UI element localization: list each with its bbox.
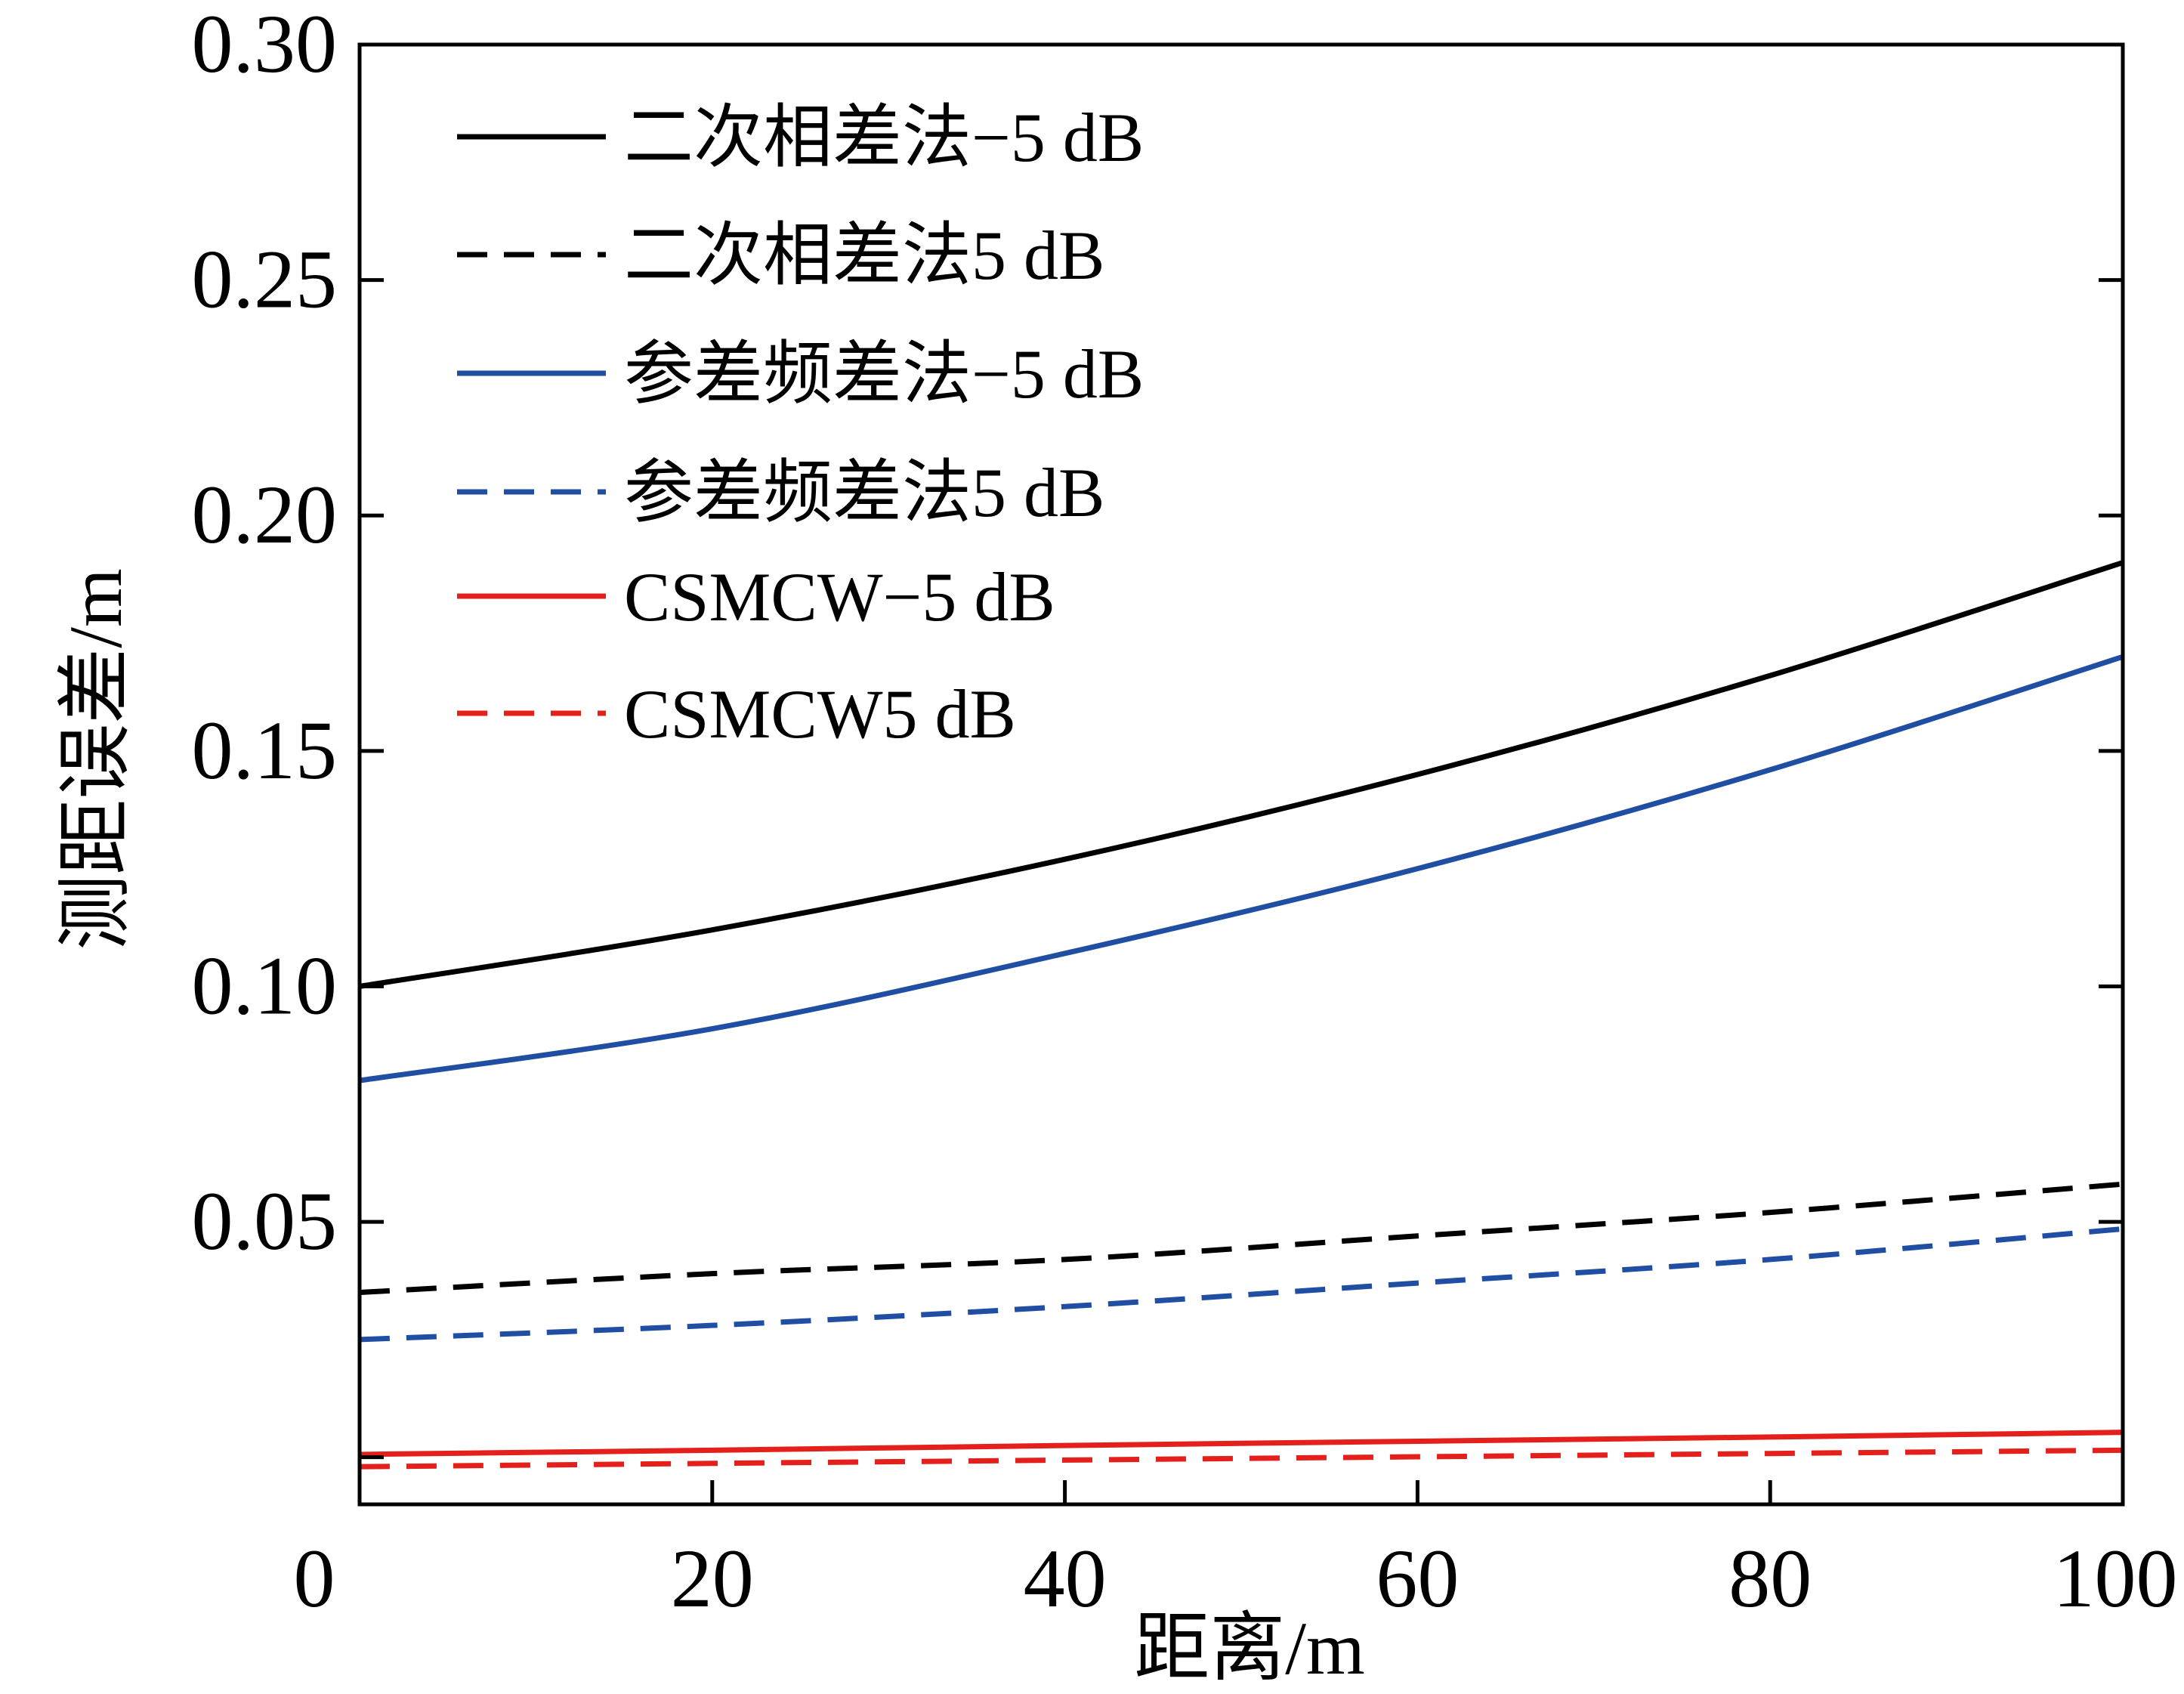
y-tick-label: 0.20 — [192, 468, 338, 561]
series-line-2 — [359, 654, 2124, 1083]
series-line-1 — [359, 1181, 2124, 1296]
x-tick-label: 20 — [671, 1532, 754, 1624]
y-tick-label: 0.15 — [192, 704, 338, 796]
legend-label: 参差频差法5 dB — [624, 454, 1104, 531]
legend-label: CSMCW5 dB — [624, 675, 1016, 753]
legend-label: 二次相差法5 dB — [624, 217, 1104, 294]
x-axis-label: 距离/m — [1134, 1606, 1365, 1690]
series-line-4 — [359, 1430, 2124, 1458]
y-axis-label: 测距误差/m — [54, 568, 137, 951]
x-tick-label: 40 — [1024, 1532, 1107, 1624]
x-tick-label: 60 — [1376, 1532, 1459, 1624]
y-tick-label: 0.05 — [192, 1175, 338, 1267]
y-tick-label: 0.10 — [192, 939, 338, 1031]
series-line-0 — [359, 560, 2124, 989]
legend-label: 二次相差法−5 dB — [624, 99, 1144, 176]
y-tick-label: 0.25 — [192, 233, 338, 326]
x-tick-label: 80 — [1728, 1532, 1812, 1624]
x-tick-label: 0 — [294, 1532, 335, 1624]
x-tick-label: 100 — [2053, 1532, 2178, 1624]
legend: 二次相差法−5 dB 二次相差法5 dB 参差频差法−5 dB 参差频差法5 dB CS… — [457, 99, 1144, 753]
legend-label: 参差频差法−5 dB — [624, 335, 1144, 413]
plot-frame — [357, 42, 2125, 1507]
series-line-3 — [359, 1226, 2124, 1343]
y-tick-label: 0.30 — [192, 0, 338, 90]
legend-label: CSMCW−5 dB — [624, 558, 1055, 635]
series-line-5 — [359, 1447, 2124, 1470]
